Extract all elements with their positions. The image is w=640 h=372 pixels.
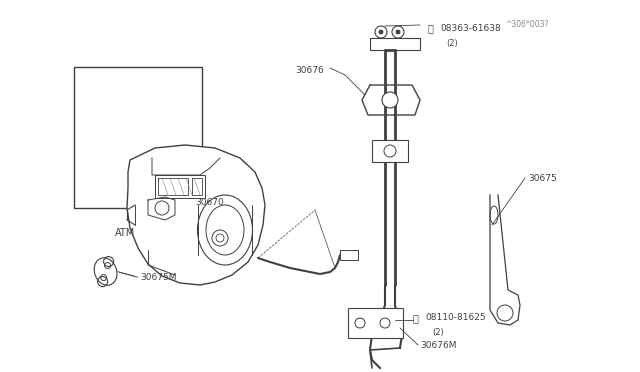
Text: 30675M: 30675M: [140, 273, 177, 282]
Bar: [370, 38, 420, 50]
Text: (2): (2): [432, 328, 444, 337]
Circle shape: [379, 30, 383, 34]
Text: 08110-81625: 08110-81625: [425, 314, 486, 323]
Text: 30675: 30675: [528, 173, 557, 183]
Circle shape: [382, 92, 398, 108]
Polygon shape: [127, 145, 265, 285]
Text: ^306*003?: ^306*003?: [506, 20, 549, 29]
Text: 30670: 30670: [195, 198, 224, 207]
Text: 30676: 30676: [295, 65, 324, 74]
Bar: [74, 67, 202, 208]
Bar: [340, 250, 358, 260]
Circle shape: [396, 30, 400, 34]
Text: 30676M: 30676M: [420, 340, 456, 350]
Bar: [348, 308, 403, 338]
Text: 08363-61638: 08363-61638: [440, 23, 500, 32]
Text: Ⓑ: Ⓑ: [412, 313, 418, 323]
Circle shape: [375, 26, 387, 38]
Bar: [372, 140, 408, 162]
Text: ATM: ATM: [115, 228, 135, 237]
Text: Ⓢ: Ⓢ: [427, 23, 433, 33]
Circle shape: [392, 26, 404, 38]
Text: (2): (2): [446, 38, 458, 48]
